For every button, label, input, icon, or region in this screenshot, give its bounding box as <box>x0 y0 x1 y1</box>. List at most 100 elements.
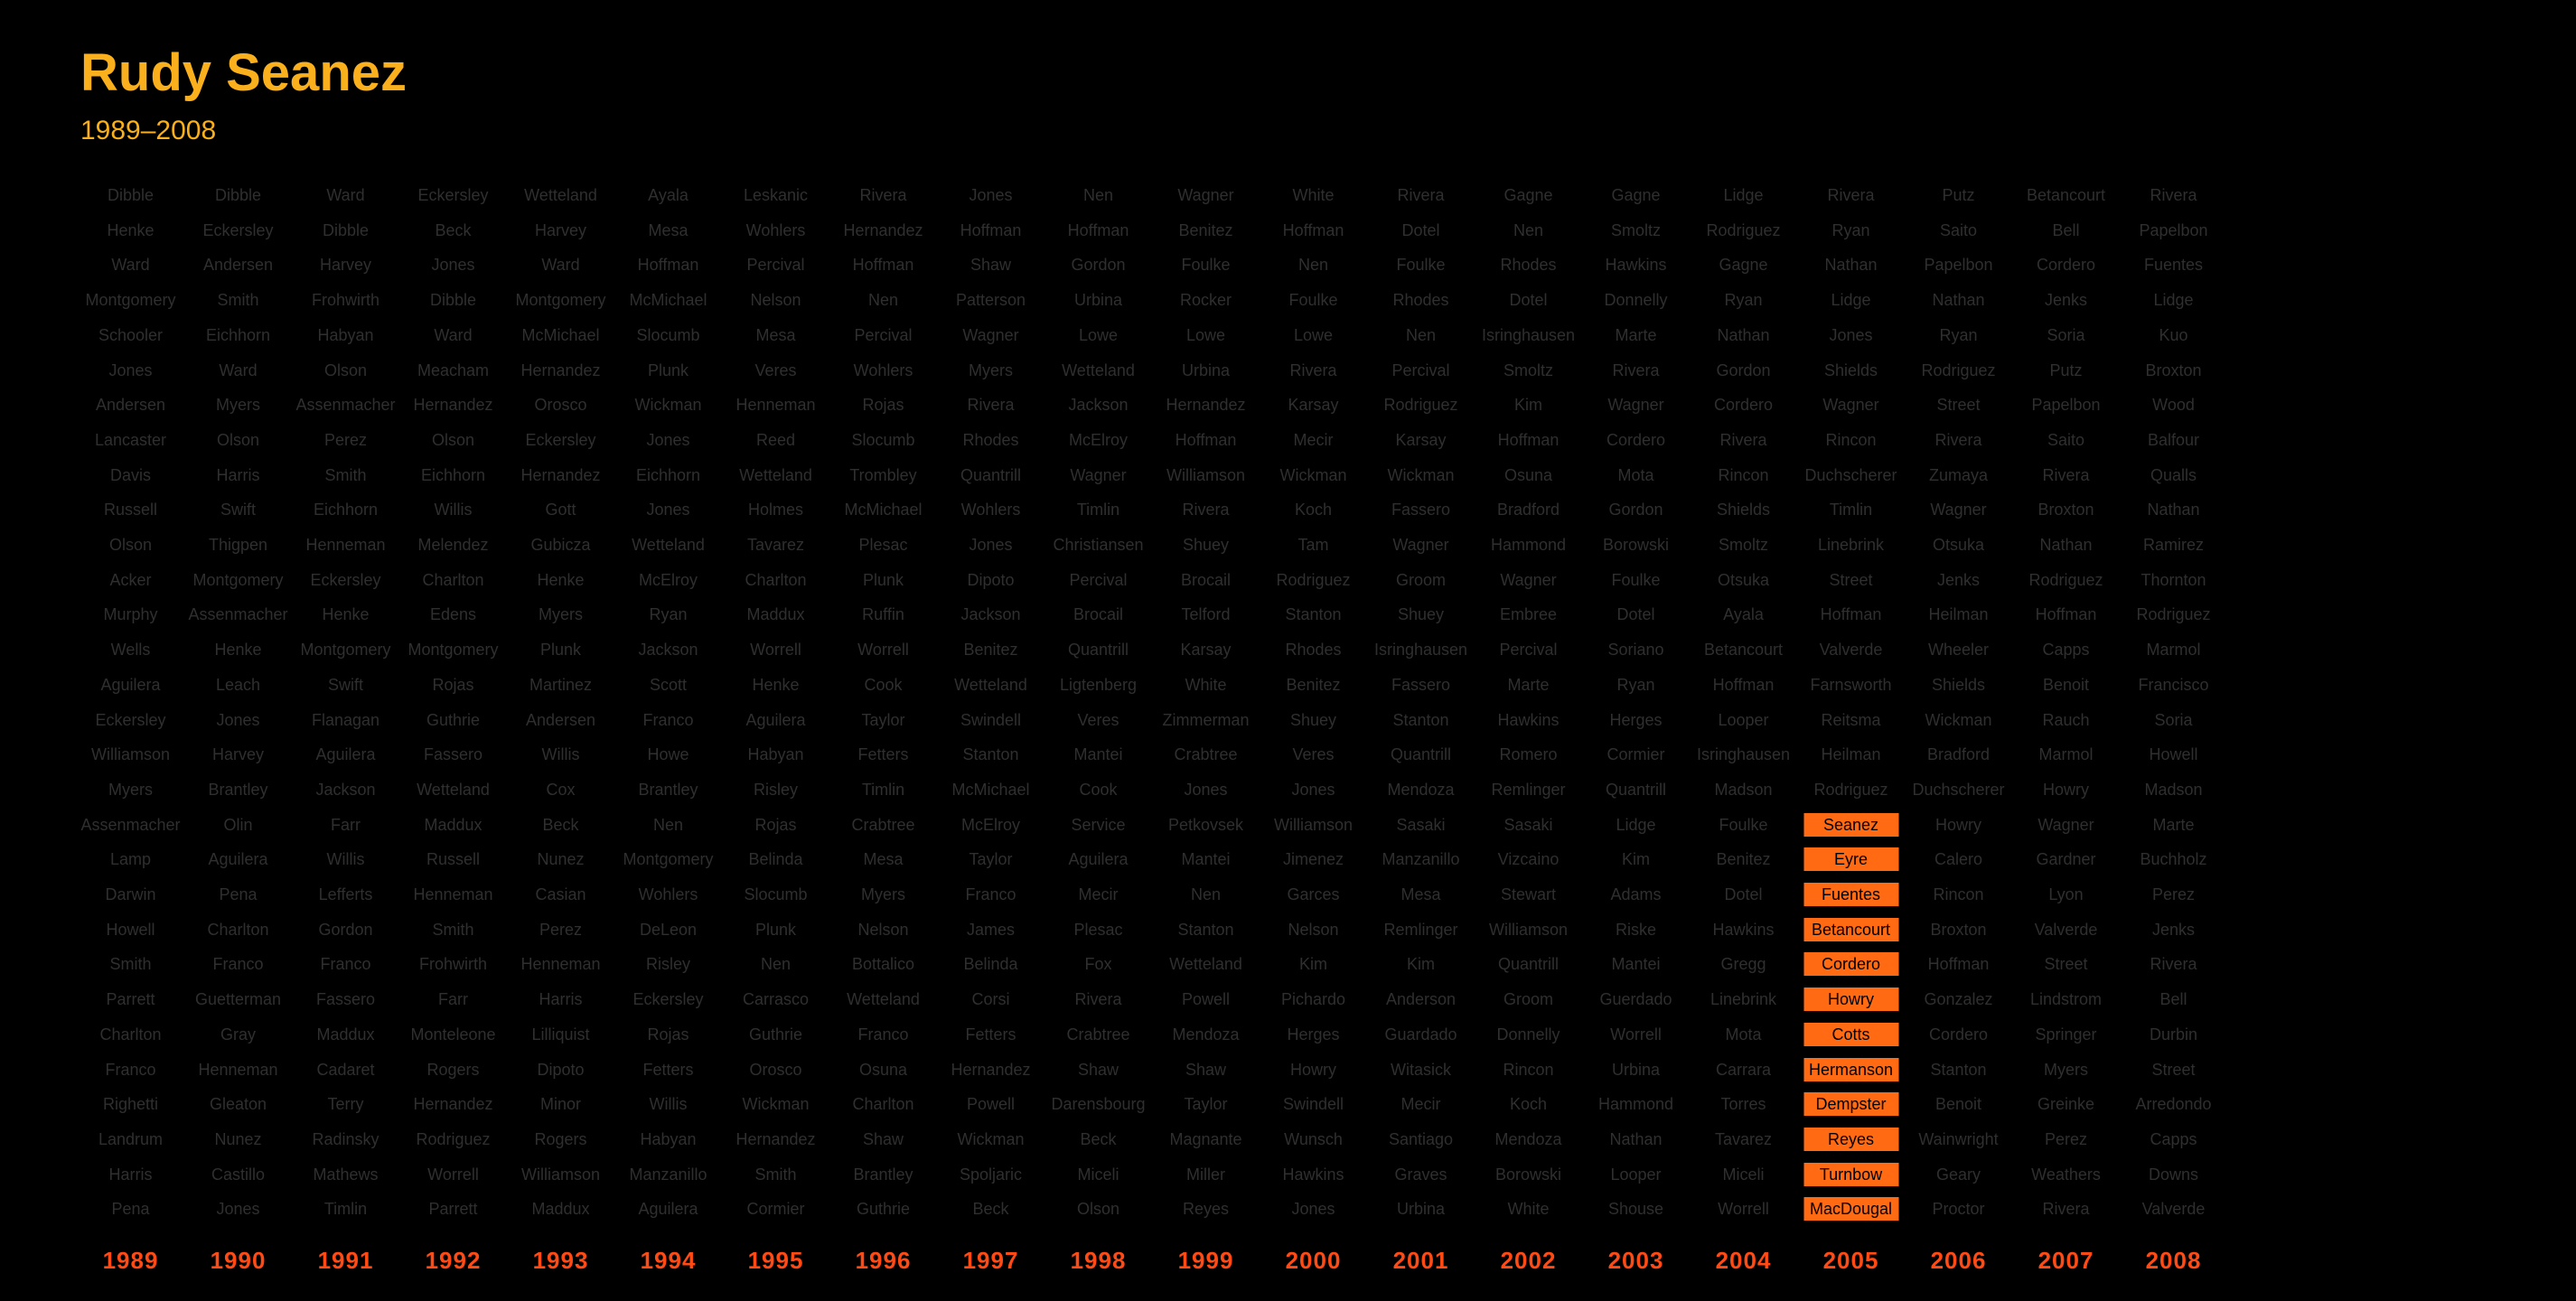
name-cell: Montgomery <box>85 291 176 309</box>
name-cell: Dibble <box>322 221 370 239</box>
year-column: Gagne Smoltz Hawkins Donnelly Marte Rivera Wag… <box>1582 181 1690 1283</box>
name-cell: Broxton <box>2037 501 2094 519</box>
name-cell: Smith <box>217 291 259 309</box>
name-cell: Wells <box>110 641 151 659</box>
name-cell: Timlin <box>861 781 905 799</box>
year-column: Rivera Papelbon Fuentes Lidge Kuo Broxton Wood… <box>2120 181 2227 1283</box>
name-cell: Wagner <box>962 326 1019 344</box>
name-cell: Wagner <box>1177 186 1234 204</box>
name-cell: Hoffman <box>852 256 914 274</box>
name-cell: Patterson <box>955 291 1026 309</box>
name-cell: Crabtree <box>851 816 915 834</box>
name-cell: Cormier <box>746 1200 805 1218</box>
name-cell: Wetteland <box>524 186 597 204</box>
name-cell: Jenks <box>2044 291 2088 309</box>
name-cell: Nelson <box>750 291 801 309</box>
name-cell: Isringhausen <box>1696 745 1791 763</box>
name-cell: Willis <box>326 850 365 868</box>
name-cell: Percival <box>1499 641 1558 659</box>
name-cell: Darwin <box>105 885 156 903</box>
name-cell: Holmes <box>747 501 804 519</box>
name-cell: Brocail <box>1180 571 1232 589</box>
year-column: Wetteland Harvey Ward Montgomery McMichael He… <box>507 181 614 1283</box>
name-cell: Monteleone <box>410 1025 496 1044</box>
name-cell: Leskanic <box>743 186 809 204</box>
name-cell: Fetters <box>642 1061 694 1079</box>
name-cell: Frohwirth <box>418 955 488 973</box>
name-cell: Donnelly <box>1604 291 1668 309</box>
name-cell: Mesa <box>863 850 904 868</box>
name-cell: Montgomery <box>407 641 499 659</box>
name-cell: Rhodes <box>962 431 1019 449</box>
name-cell: Lefferts <box>318 885 373 903</box>
name-cell: Smoltz <box>1610 221 1662 239</box>
name-cell: Veres <box>1077 711 1119 729</box>
name-cell: Meacham <box>417 361 490 379</box>
name-cell: Benitez <box>963 641 1018 659</box>
name-cell: Davis <box>109 466 152 484</box>
name-cell: Heilman <box>1928 605 1989 623</box>
name-cell: Nen <box>1405 326 1437 344</box>
highlighted-name-cell: Dempster <box>1802 1090 1900 1118</box>
highlighted-name-cell: Hermanson <box>1802 1056 1900 1083</box>
name-cell: Torres <box>1720 1095 1766 1113</box>
name-cell: Stanton <box>962 745 1019 763</box>
name-cell: Aguilera <box>1068 850 1129 868</box>
name-cell: Olson <box>431 431 475 449</box>
name-cell: Franco <box>212 955 264 973</box>
name-cell: Rojas <box>862 396 904 414</box>
name-cell: Ayala <box>648 186 688 204</box>
name-cell: Jackson <box>960 605 1021 623</box>
name-cell: Foulke <box>1288 291 1338 309</box>
name-cell: Ryan <box>1831 221 1870 239</box>
year-column: Rivera Dotel Foulke Rhodes Nen Percival Rodrig… <box>1367 181 1475 1283</box>
name-cell: Harvey <box>534 221 587 239</box>
name-cell: Rivera <box>859 186 907 204</box>
name-cell: Pena <box>219 885 258 903</box>
name-cell: Jackson <box>1068 396 1129 414</box>
name-cell: Jones <box>1291 781 1335 799</box>
name-cell: Ryan <box>649 605 688 623</box>
name-cell: Belinda <box>748 850 803 868</box>
name-cell: Acker <box>109 571 152 589</box>
name-cell: Durbin <box>2149 1025 2198 1044</box>
name-cell: Henneman <box>735 396 816 414</box>
name-cell: Howell <box>106 921 155 939</box>
name-cell: Wickman <box>1279 466 1347 484</box>
year-column: White Hoffman Nen Foulke Lowe Rivera Karsay Mec… <box>1260 181 1367 1283</box>
name-cell: Ruffin <box>862 605 904 623</box>
name-cell: Habyan <box>747 745 804 763</box>
name-cell: Wetteland <box>847 990 920 1008</box>
name-cell: Charlton <box>99 1025 162 1044</box>
name-cell: Mantei <box>1181 850 1231 868</box>
name-cell: Jones <box>969 536 1013 554</box>
name-cell: Nathan <box>1717 326 1770 344</box>
year-label: 2000 <box>1285 1247 1342 1274</box>
year-label: 1999 <box>1177 1247 1234 1274</box>
name-cell: Guthrie <box>426 711 481 729</box>
name-cell: Gott <box>545 501 576 519</box>
name-cell: Mathews <box>313 1165 379 1184</box>
name-cell: Quantrill <box>1067 641 1129 659</box>
name-cell: Osuna <box>1503 466 1553 484</box>
name-cell: Beck <box>435 221 472 239</box>
name-cell: Rojas <box>647 1025 689 1044</box>
name-cell: Valverde <box>2141 1200 2206 1218</box>
name-cell: Rivera <box>1934 431 1982 449</box>
name-cell: Rogers <box>426 1061 480 1079</box>
name-cell: Crabtree <box>1066 1025 1130 1044</box>
name-cell: Rivera <box>2150 186 2197 204</box>
name-cell: Minor <box>539 1095 582 1113</box>
name-cell: Olin <box>223 816 253 834</box>
name-cell: Papelbon <box>1924 256 1993 274</box>
name-cell: Papelbon <box>2139 221 2208 239</box>
name-cell: Saito <box>1939 221 1978 239</box>
name-cell: Gagne <box>1503 186 1553 204</box>
name-cell: Williamson <box>90 745 171 763</box>
name-cell: Rivera <box>2042 466 2090 484</box>
name-cell: Weathers <box>2031 1165 2101 1184</box>
name-cell: Shaw <box>862 1130 904 1148</box>
name-cell: Cordero <box>2036 256 2096 274</box>
year-label: 1995 <box>747 1247 804 1274</box>
name-cell: Maddux <box>746 605 805 623</box>
